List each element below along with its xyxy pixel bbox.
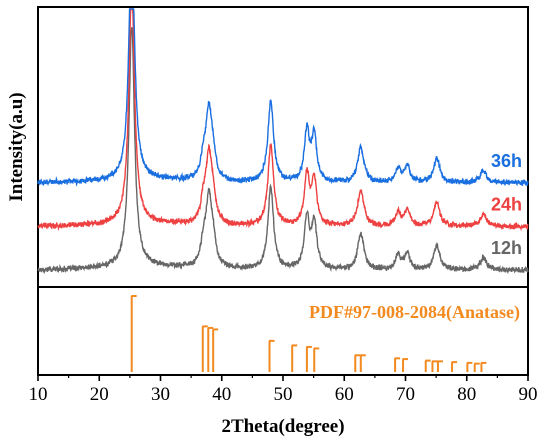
reference-label: PDF#97-008-2084(Anatase) — [309, 302, 520, 323]
reference-line — [313, 347, 320, 372]
x-tick-label: 20 — [90, 384, 109, 405]
trace-12h — [37, 27, 529, 275]
reference-line — [130, 295, 137, 372]
reference-line — [291, 344, 298, 372]
x-axis: 10 20 30 40 50 60 70 80 90 — [29, 375, 538, 405]
series-label-24h: 24h — [491, 194, 522, 214]
trace-36h — [37, 8, 529, 187]
series-label-12h: 12h — [491, 238, 522, 258]
x-tick-label: 50 — [274, 384, 293, 405]
reference-lines — [130, 295, 487, 372]
reference-line — [207, 326, 214, 372]
reference-line — [268, 339, 275, 372]
x-tick-label: 40 — [212, 384, 231, 405]
bottom-panel: PDF#97-008-2084(Anatase) — [37, 286, 529, 376]
x-tick-label: 90 — [519, 384, 538, 405]
reference-line — [431, 360, 438, 372]
reference-line — [451, 361, 458, 372]
reference-line — [424, 359, 431, 372]
reference-line — [305, 345, 312, 372]
reference-line — [473, 362, 480, 372]
x-tick-label: 10 — [29, 384, 48, 405]
reference-line — [402, 358, 409, 372]
reference-line — [480, 361, 487, 372]
top-panel: 12h 24h 36h — [37, 6, 529, 288]
reference-line — [212, 328, 219, 372]
series-label-36h: 36h — [491, 151, 522, 171]
series-labels: 12h 24h 36h — [491, 151, 522, 258]
reference-line — [394, 357, 401, 372]
x-tick-label: 60 — [335, 384, 354, 405]
top-panel-frame — [37, 6, 529, 288]
trace-24h — [37, 8, 529, 232]
y-axis-title: Intensity(a.u) — [6, 92, 27, 201]
reference-line — [436, 360, 443, 372]
x-axis-title: 2Theta(degree) — [221, 416, 344, 437]
x-tick-label: 70 — [396, 384, 415, 405]
x-tick-label: 30 — [151, 384, 170, 405]
reference-line — [201, 325, 208, 372]
diffraction-traces — [37, 8, 529, 275]
reference-line — [466, 361, 473, 372]
x-tick-label: 80 — [457, 384, 476, 405]
reference-line — [354, 354, 361, 372]
reference-line — [359, 354, 366, 372]
